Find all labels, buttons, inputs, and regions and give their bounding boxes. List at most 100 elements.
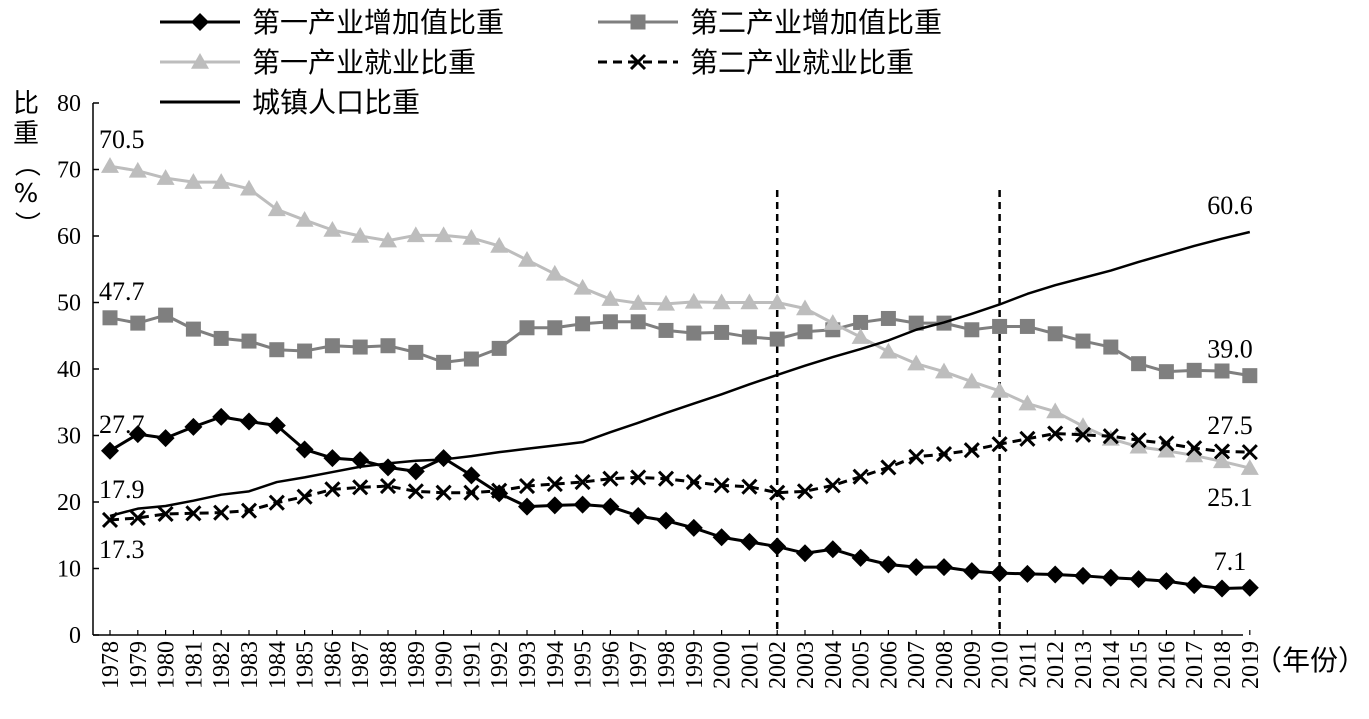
x-tick-label: 1989 xyxy=(404,641,430,689)
data-point xyxy=(102,310,118,326)
data-point xyxy=(296,488,313,505)
data-point xyxy=(741,329,757,345)
data-point xyxy=(1158,435,1175,452)
y-tick-label: 40 xyxy=(57,357,81,383)
data-point xyxy=(351,227,370,243)
data-point xyxy=(796,544,814,563)
x-tick-label: 2004 xyxy=(821,641,847,689)
data-point xyxy=(629,294,648,310)
x-tick-label: 1978 xyxy=(98,641,124,689)
data-point xyxy=(879,342,898,359)
data-point xyxy=(128,425,147,444)
data-point xyxy=(295,440,314,459)
x-tick-label: 2008 xyxy=(932,641,958,689)
legend-label: 城镇人口比重 xyxy=(252,86,420,119)
data-point xyxy=(1047,326,1063,342)
y-axis-label: 比重（%） xyxy=(11,89,41,237)
data-point xyxy=(1240,578,1259,597)
y-tick-label: 0 xyxy=(69,623,81,649)
series-line-3 xyxy=(109,432,1250,522)
x-tick-label: 2010 xyxy=(988,641,1014,689)
data-point xyxy=(1046,565,1065,584)
data-point xyxy=(740,293,759,310)
data-point xyxy=(379,477,397,495)
x-tick-label: 2000 xyxy=(710,641,736,689)
x-tick-label: 1980 xyxy=(154,641,180,689)
data-point xyxy=(128,161,147,178)
data-point xyxy=(185,321,201,337)
data-point xyxy=(797,324,813,340)
data-point xyxy=(352,339,368,355)
x-tick-label: 2006 xyxy=(876,641,902,689)
data-point xyxy=(379,458,397,477)
data-point xyxy=(1074,426,1092,443)
data-point xyxy=(101,157,119,173)
data-point xyxy=(1129,570,1148,589)
data-point xyxy=(962,372,981,389)
data-point xyxy=(462,466,481,485)
y-tick-label: 50 xyxy=(57,291,81,317)
x-tick-label: 2014 xyxy=(1099,641,1125,689)
y-tick-label: 60 xyxy=(57,224,81,250)
data-point xyxy=(907,354,926,371)
x-tick-label: 2019 xyxy=(1238,641,1264,689)
x-tick-label: 1992 xyxy=(487,641,513,689)
data-point xyxy=(462,228,481,245)
data-point xyxy=(657,470,675,487)
data-point xyxy=(768,293,787,310)
data-point xyxy=(1186,362,1202,378)
data-label: 17.9 xyxy=(99,475,145,504)
x-tick-label: 2009 xyxy=(960,641,986,689)
data-point xyxy=(323,449,342,468)
data-label: 60.6 xyxy=(1207,191,1253,220)
data-point xyxy=(1242,368,1258,384)
legend-label: 第一产业增加值比重 xyxy=(252,6,504,39)
data-point xyxy=(518,477,536,495)
y-tick-label: 10 xyxy=(57,557,81,583)
data-point xyxy=(1214,363,1230,379)
data-point xyxy=(1185,446,1204,463)
x-tick-label: 1986 xyxy=(320,641,346,689)
data-point xyxy=(796,483,814,500)
data-point xyxy=(1103,339,1119,355)
series-group xyxy=(101,157,1259,598)
data-point xyxy=(1213,452,1231,469)
legend-marker xyxy=(630,14,646,30)
data-point xyxy=(1241,444,1258,461)
data-point xyxy=(157,505,174,523)
x-tick-label: 1998 xyxy=(654,641,680,689)
legend-label: 第二产业就业比重 xyxy=(690,46,914,79)
data-label: 7.1 xyxy=(1214,547,1247,576)
data-point xyxy=(213,330,229,346)
data-point xyxy=(1158,364,1174,380)
data-point xyxy=(463,484,480,501)
data-point xyxy=(685,473,702,491)
data-point xyxy=(436,354,452,370)
data-point xyxy=(1213,579,1231,598)
data-point xyxy=(851,548,870,567)
y-label-char: （ xyxy=(11,151,41,177)
data-point xyxy=(491,482,508,499)
series-3 xyxy=(101,425,1258,529)
legend-marker xyxy=(191,53,209,69)
x-tick-label: 2001 xyxy=(737,641,763,689)
data-point xyxy=(908,315,924,331)
data-point xyxy=(546,475,563,493)
data-point xyxy=(1075,333,1091,349)
data-point xyxy=(601,290,620,306)
x-tick-label: 2017 xyxy=(1182,641,1208,689)
data-point xyxy=(545,496,564,515)
x-tick-label: 1985 xyxy=(293,641,319,689)
x-tick-label: 1982 xyxy=(209,641,235,689)
y-tick-label: 30 xyxy=(57,424,81,450)
data-point xyxy=(740,532,759,551)
x-tick-label: 2007 xyxy=(904,641,930,689)
x-tick-label: 1994 xyxy=(543,641,569,689)
data-point xyxy=(574,473,591,491)
y-label-char: % xyxy=(14,179,39,209)
data-point xyxy=(657,294,675,311)
data-point xyxy=(686,325,702,341)
x-tick-label: 1991 xyxy=(459,641,485,689)
